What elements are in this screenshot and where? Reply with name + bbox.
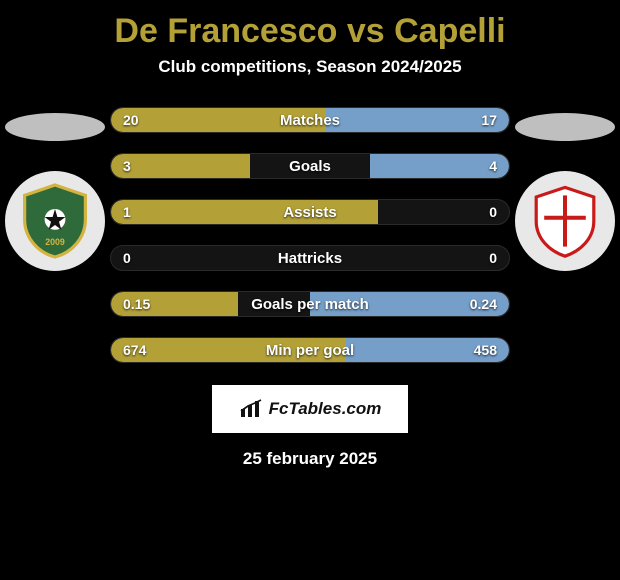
fill-left — [111, 338, 346, 362]
subtitle: Club competitions, Season 2024/2025 — [158, 57, 461, 77]
fill-left — [111, 154, 250, 178]
brand-text: FcTables.com — [269, 399, 382, 419]
value-right: 0 — [489, 246, 497, 270]
fill-right — [370, 154, 509, 178]
stat-row: 10Assists — [110, 199, 510, 225]
right-player-photo — [515, 113, 615, 141]
date-text: 25 february 2025 — [243, 449, 377, 469]
stat-row: 0.150.24Goals per match — [110, 291, 510, 317]
fill-left — [111, 200, 378, 224]
stat-row: 674458Min per goal — [110, 337, 510, 363]
fill-right — [326, 108, 509, 132]
chart-icon — [239, 399, 263, 419]
row-label: Hattricks — [111, 246, 509, 270]
shield-icon: 2009 — [15, 181, 95, 261]
right-side — [510, 107, 620, 271]
svg-text:2009: 2009 — [45, 237, 65, 247]
page-title: De Francesco vs Capelli — [114, 12, 505, 51]
stat-row: 0 0Hattricks — [110, 245, 510, 271]
fill-left — [111, 108, 326, 132]
fill-right — [346, 338, 509, 362]
left-club-badge: 2009 — [5, 171, 105, 271]
stat-row: 34Goals — [110, 153, 510, 179]
comparison-area: 2009 2017Matches34Goals10Assists00Hattri… — [0, 107, 620, 363]
value-left: 0 — [123, 246, 131, 270]
stat-row: 2017Matches — [110, 107, 510, 133]
left-player-photo — [5, 113, 105, 141]
brand-box[interactable]: FcTables.com — [212, 385, 408, 433]
right-club-badge — [515, 171, 615, 271]
value-right: 0 — [489, 200, 497, 224]
fill-left — [111, 292, 238, 316]
stat-bars: 2017Matches34Goals10Assists00Hattricks0.… — [110, 107, 510, 363]
fill-right — [310, 292, 509, 316]
shield-icon — [525, 181, 605, 261]
left-side: 2009 — [0, 107, 110, 271]
